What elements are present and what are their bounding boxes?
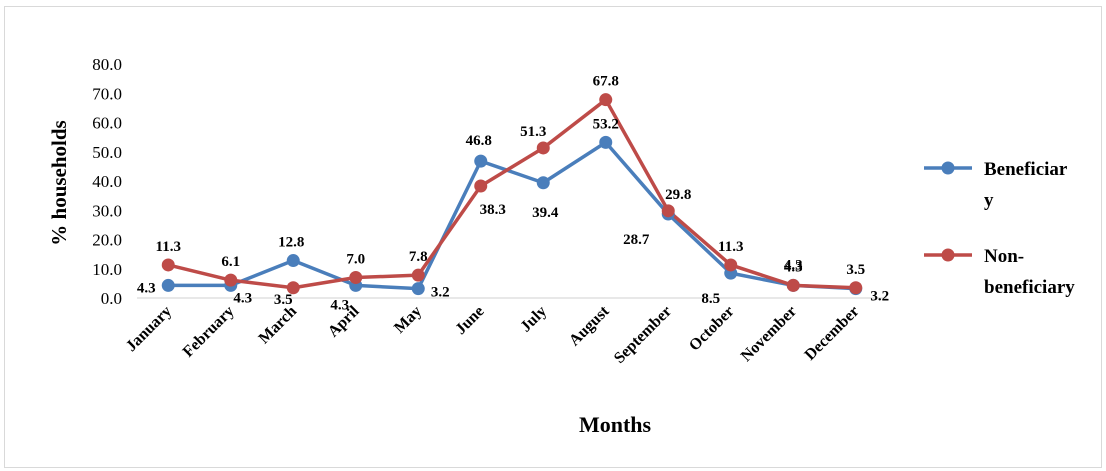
data-label: 28.7 <box>623 232 650 248</box>
x-axis-title: Months <box>579 412 652 437</box>
data-point <box>849 281 863 295</box>
data-label: 53.2 <box>593 116 619 132</box>
data-point <box>286 254 300 268</box>
data-point <box>536 141 550 155</box>
x-tick-label: September <box>611 303 675 367</box>
x-axis-ticks: January February March April May June July Augu… <box>123 302 863 367</box>
x-tick-label: January <box>123 303 175 355</box>
data-point <box>161 258 175 272</box>
data-label: 12.8 <box>278 235 304 251</box>
legend-marker <box>941 161 955 175</box>
x-tick-label: August <box>566 302 613 349</box>
y-tick-label: 10.0 <box>92 260 122 279</box>
data-point <box>411 282 425 296</box>
data-label: 11.3 <box>718 239 743 255</box>
data-point <box>599 135 613 149</box>
data-point <box>786 278 800 292</box>
legend-label: Beneficiar <box>984 159 1068 180</box>
data-label: 39.4 <box>532 205 559 221</box>
legend: Beneficiar y Non-beneficiary <box>924 159 1075 298</box>
x-tick-label: November <box>738 303 800 365</box>
legend-label: Non- <box>984 246 1024 267</box>
data-label: 4.3 <box>784 259 803 275</box>
y-tick-label: 80.0 <box>92 55 122 74</box>
x-tick-label: July <box>517 303 550 336</box>
data-label: 4.3 <box>233 290 252 306</box>
data-label: 46.8 <box>466 133 492 149</box>
y-tick-label: 60.0 <box>92 114 122 133</box>
data-point <box>661 204 675 218</box>
series-line <box>168 140 856 291</box>
data-label: 6.1 <box>221 254 240 270</box>
legend-item: Beneficiar y <box>924 159 1068 211</box>
y-tick-label: 20.0 <box>92 231 122 250</box>
data-label: 51.3 <box>520 124 546 140</box>
data-label: 4.3 <box>137 280 156 296</box>
data-labels: 4.3 4.3 12.8 4.3 3.2 46.8 39.4 53.2 28.7 8.5 4.3 3.… <box>137 74 889 314</box>
x-tick-label: February <box>180 303 238 361</box>
data-label: 4.3 <box>330 297 349 313</box>
data-label: 38.3 <box>480 202 506 218</box>
data-point <box>599 93 613 107</box>
data-point <box>161 278 175 292</box>
data-label: 3.5 <box>274 292 293 308</box>
data-label: 67.8 <box>593 74 619 90</box>
data-point <box>349 271 363 285</box>
data-label: 7.0 <box>346 252 365 268</box>
series-points <box>161 93 863 296</box>
data-label: 3.2 <box>870 289 889 305</box>
x-tick-label: June <box>452 303 487 338</box>
y-axis-ticks: 0.0 10.0 20.0 30.0 40.0 50.0 60.0 70.0 80.0 <box>92 55 122 308</box>
x-tick-label: March <box>256 303 301 348</box>
data-point <box>474 179 488 193</box>
chart-frame <box>4 6 1102 468</box>
x-tick-label: May <box>391 303 425 337</box>
y-tick-label: 40.0 <box>92 172 122 191</box>
x-tick-label: October <box>686 303 738 355</box>
data-point <box>724 258 738 272</box>
data-point <box>474 154 488 168</box>
y-tick-label: 0.0 <box>101 289 122 308</box>
data-label: 3.2 <box>431 285 450 301</box>
y-tick-label: 50.0 <box>92 143 122 162</box>
x-tick-label: December <box>802 303 863 364</box>
y-tick-label: 70.0 <box>92 84 122 103</box>
legend-marker <box>941 248 955 262</box>
series-line <box>167 97 856 290</box>
y-axis-title: % households <box>47 120 71 245</box>
data-label: 8.5 <box>701 291 720 307</box>
legend-label: y <box>984 190 994 211</box>
data-label: 4.3 <box>784 257 803 273</box>
data-point <box>286 281 300 295</box>
data-label: 11.3 <box>156 239 181 255</box>
legend-label: beneficiary <box>984 277 1075 298</box>
data-point <box>536 176 550 190</box>
data-label: 29.8 <box>665 187 691 203</box>
y-tick-label: 30.0 <box>92 201 122 220</box>
data-point <box>224 273 238 287</box>
data-label: 3.5 <box>846 262 865 278</box>
legend-item: Non-beneficiary <box>924 246 1075 298</box>
data-point <box>411 268 425 282</box>
series-lines <box>167 97 856 291</box>
data-label: 7.8 <box>409 249 428 265</box>
